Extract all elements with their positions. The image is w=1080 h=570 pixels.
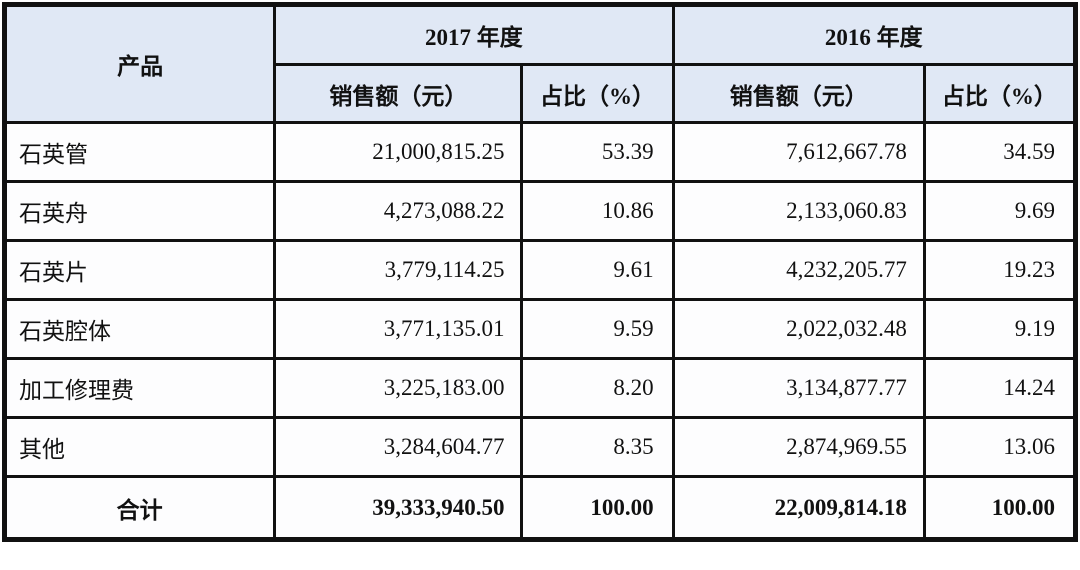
product-column-header: 产品 bbox=[2, 3, 277, 124]
sales-2017-cell: 4,273,088.22 bbox=[273, 180, 524, 242]
ratio-2017-cell: 10.86 bbox=[520, 180, 675, 242]
ratio-2016-cell: 14.24 bbox=[922, 357, 1078, 419]
product-cell: 石英片 bbox=[2, 239, 277, 301]
sales-2017-cell: 21,000,815.25 bbox=[273, 121, 524, 183]
table-row: 石英腔体 3,771,135.01 9.59 2,022,032.48 9.19 bbox=[2, 298, 1078, 360]
product-cell: 石英舟 bbox=[2, 180, 277, 242]
ratio-2016-header: 占比（%） bbox=[922, 63, 1078, 124]
sales-2016-header: 销售额（元） bbox=[671, 63, 926, 124]
ratio-2017-cell: 9.59 bbox=[520, 298, 675, 360]
product-cell: 石英管 bbox=[2, 121, 277, 183]
sales-2017-cell: 3,779,114.25 bbox=[273, 239, 524, 301]
table-wrapper: 产品 2017 年度 2016 年度 销售额（元） 占比（%） 销售额（元） 占… bbox=[2, 2, 1078, 542]
table-row: 石英管 21,000,815.25 53.39 7,612,667.78 34.… bbox=[2, 121, 1078, 183]
sales-2017-header: 销售额（元） bbox=[273, 63, 524, 124]
sales-2017-cell: 3,225,183.00 bbox=[273, 357, 524, 419]
product-cell: 其他 bbox=[2, 416, 277, 478]
ratio-2016-cell: 9.69 bbox=[922, 180, 1078, 242]
total-row: 合计 39,333,940.50 100.00 22,009,814.18 10… bbox=[2, 475, 1078, 541]
header-row-years: 产品 2017 年度 2016 年度 bbox=[2, 3, 1078, 124]
ratio-2016-cell: 13.06 bbox=[922, 416, 1078, 478]
total-ratio-2016-cell: 100.00 bbox=[922, 475, 1078, 541]
ratio-2017-cell: 8.20 bbox=[520, 357, 675, 419]
product-sales-table: 产品 2017 年度 2016 年度 销售额（元） 占比（%） 销售额（元） 占… bbox=[2, 2, 1078, 542]
ratio-2017-cell: 9.61 bbox=[520, 239, 675, 301]
table-row: 石英片 3,779,114.25 9.61 4,232,205.77 19.23 bbox=[2, 239, 1078, 301]
year-2017-header: 2017 年度 bbox=[273, 3, 675, 66]
ratio-2017-header: 占比（%） bbox=[520, 63, 675, 124]
ratio-2017-cell: 8.35 bbox=[520, 416, 675, 478]
sales-2016-cell: 7,612,667.78 bbox=[671, 121, 926, 183]
ratio-2017-cell: 53.39 bbox=[520, 121, 675, 183]
sales-2016-cell: 2,874,969.55 bbox=[671, 416, 926, 478]
total-sales-2016-cell: 22,009,814.18 bbox=[671, 475, 926, 541]
sales-2016-cell: 2,133,060.83 bbox=[671, 180, 926, 242]
year-2016-header: 2016 年度 bbox=[671, 3, 1078, 66]
table-row: 石英舟 4,273,088.22 10.86 2,133,060.83 9.69 bbox=[2, 180, 1078, 242]
table-row: 加工修理费 3,225,183.00 8.20 3,134,877.77 14.… bbox=[2, 357, 1078, 419]
sales-2016-cell: 4,232,205.77 bbox=[671, 239, 926, 301]
total-sales-2017-cell: 39,333,940.50 bbox=[273, 475, 524, 541]
sales-2016-cell: 2,022,032.48 bbox=[671, 298, 926, 360]
total-ratio-2017-cell: 100.00 bbox=[520, 475, 675, 541]
total-label-cell: 合计 bbox=[2, 475, 277, 541]
product-cell: 石英腔体 bbox=[2, 298, 277, 360]
header-row-metrics: 销售额（元） 占比（%） 销售额（元） 占比（%） bbox=[5, 63, 1078, 124]
sales-2017-cell: 3,771,135.01 bbox=[273, 298, 524, 360]
product-cell: 加工修理费 bbox=[2, 357, 277, 419]
sales-2017-cell: 3,284,604.77 bbox=[273, 416, 524, 478]
sales-2016-cell: 3,134,877.77 bbox=[671, 357, 926, 419]
ratio-2016-cell: 9.19 bbox=[922, 298, 1078, 360]
ratio-2016-cell: 34.59 bbox=[922, 121, 1078, 183]
table-row: 其他 3,284,604.77 8.35 2,874,969.55 13.06 bbox=[2, 416, 1078, 478]
ratio-2016-cell: 19.23 bbox=[922, 239, 1078, 301]
